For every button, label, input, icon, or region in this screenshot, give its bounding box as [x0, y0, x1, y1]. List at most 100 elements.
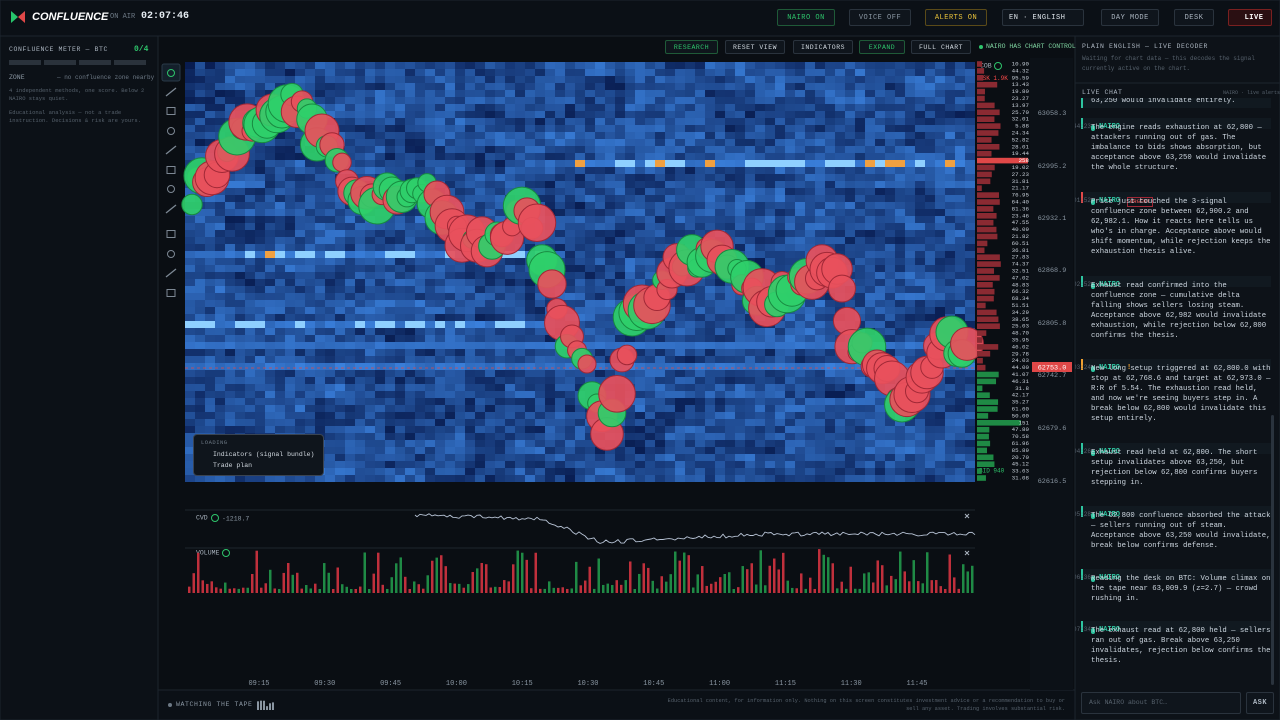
- heatmap-cell: [215, 251, 225, 258]
- heatmap-cell: [455, 454, 465, 461]
- heatmap-cell: [325, 426, 335, 433]
- heatmap-cell: [215, 216, 225, 223]
- heatmap-cell: [295, 377, 305, 384]
- heatmap-cell: [535, 328, 545, 335]
- heatmap-cell: [605, 216, 615, 223]
- heatmap-cell: [465, 321, 475, 328]
- heatmap-cell: [185, 293, 195, 300]
- heatmap-cell: [565, 454, 575, 461]
- heatmap-cell: [725, 118, 735, 125]
- heatmap-cell: [355, 433, 365, 440]
- heatmap-cell: [265, 377, 275, 384]
- heatmap-cell: [195, 370, 205, 377]
- heatmap-cell: [325, 244, 335, 251]
- heatmap-cell: [335, 118, 345, 125]
- heatmap-cell: [965, 398, 975, 405]
- heatmap-cell: [245, 419, 255, 426]
- heatmap-cell: [845, 132, 855, 139]
- tool-icon: [166, 166, 176, 174]
- heatmap-cell: [205, 300, 215, 307]
- heatmap-cell: [695, 223, 705, 230]
- heatmap-cell: [245, 286, 255, 293]
- heatmap-cell: [405, 454, 415, 461]
- heatmap-cell: [465, 125, 475, 132]
- heatmap-cell: [425, 377, 435, 384]
- heatmap-cell: [765, 335, 775, 342]
- heatmap-cell: [305, 202, 315, 209]
- heatmap-cell: [885, 272, 895, 279]
- heatmap-cell: [465, 97, 475, 104]
- heatmap-cell: [605, 62, 615, 69]
- heatmap-cell: [265, 321, 275, 328]
- heatmap-cell: [785, 167, 795, 174]
- heatmap-cell: [235, 321, 245, 328]
- heatmap-cell: [725, 454, 735, 461]
- heatmap-cell: [445, 412, 455, 419]
- heatmap-cell: [275, 419, 285, 426]
- heatmap-cell: [915, 125, 925, 132]
- heatmap-cell: [315, 384, 325, 391]
- heatmap-cell: [585, 244, 595, 251]
- heatmap-cell: [185, 335, 195, 342]
- heatmap-cell: [415, 377, 425, 384]
- heatmap-cell: [655, 363, 665, 370]
- dom-bar: [977, 130, 999, 136]
- heatmap-cell: [815, 160, 825, 167]
- heatmap-cell: [835, 118, 845, 125]
- heatmap-cell: [355, 384, 365, 391]
- heatmap-cell: [385, 412, 395, 419]
- heatmap-cell: [605, 125, 615, 132]
- dom-value: 21.17: [1012, 185, 1030, 192]
- heatmap-cell: [965, 391, 975, 398]
- heatmap-cell: [805, 104, 815, 111]
- heatmap-cell: [765, 405, 775, 412]
- heatmap-cell: [415, 426, 425, 433]
- heatmap-cell: [425, 405, 435, 412]
- heatmap-cell: [595, 146, 605, 153]
- heatmap-cell: [955, 223, 965, 230]
- heatmap-cell: [775, 146, 785, 153]
- heatmap-cell: [955, 118, 965, 125]
- heatmap-cell: [275, 356, 285, 363]
- heatmap-cell: [525, 398, 535, 405]
- heatmap-cell: [205, 251, 215, 258]
- heatmap-cell: [495, 342, 505, 349]
- heatmap-cell: [855, 363, 865, 370]
- heatmap-cell: [405, 104, 415, 111]
- heatmap-cell: [475, 153, 485, 160]
- heatmap-cell: [575, 90, 585, 97]
- heatmap-cell: [265, 265, 275, 272]
- heatmap-cell: [765, 90, 775, 97]
- heatmap-cell: [245, 216, 255, 223]
- heatmap-cell: [635, 398, 645, 405]
- heatmap-cell: [945, 209, 955, 216]
- heatmap-cell: [945, 307, 955, 314]
- heatmap-cell: [645, 475, 655, 482]
- heatmap-cell: [465, 132, 475, 139]
- heatmap-cell: [835, 384, 845, 391]
- ask-label: ASK 1.9K: [979, 75, 1008, 82]
- heatmap-cell: [715, 426, 725, 433]
- heatmap-cell: [845, 202, 855, 209]
- heatmap-cell: [715, 118, 725, 125]
- heatmap-cell: [875, 69, 885, 76]
- heatmap-cell: [915, 118, 925, 125]
- heatmap-cell: [725, 146, 735, 153]
- heatmap-cell: [945, 405, 955, 412]
- heatmap-cell: [605, 139, 615, 146]
- heatmap-cell: [385, 328, 395, 335]
- heatmap-cell: [185, 251, 195, 258]
- heatmap-cell: [635, 356, 645, 363]
- heatmap-cell: [835, 468, 845, 475]
- heatmap-cell: [955, 461, 965, 468]
- heatmap-cell: [545, 370, 555, 377]
- heatmap-cell: [255, 405, 265, 412]
- meter-segment: [79, 60, 111, 65]
- heatmap-cell: [395, 153, 405, 160]
- dom-value: 64.40: [1012, 199, 1030, 206]
- heatmap-cell: [675, 328, 685, 335]
- heatmap-cell: [635, 349, 645, 356]
- heatmap-cell: [885, 300, 895, 307]
- heatmap-cell: [735, 321, 745, 328]
- heatmap-cell: [855, 202, 865, 209]
